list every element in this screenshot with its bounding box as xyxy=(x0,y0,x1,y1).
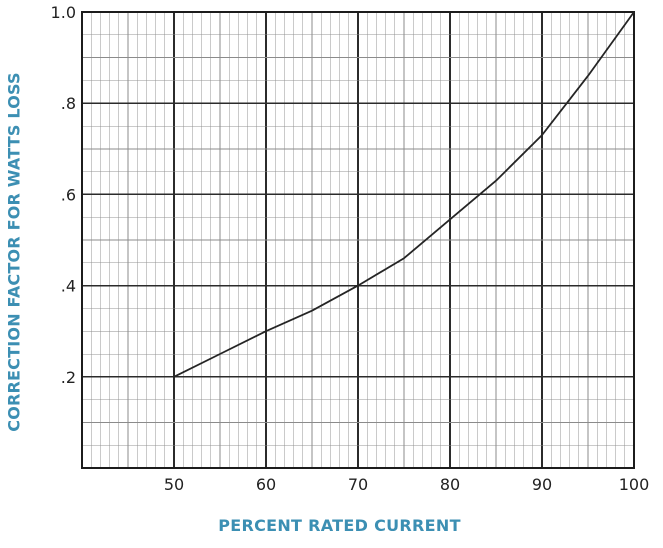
y-tick-label: .8 xyxy=(61,94,76,113)
x-tick-label: 80 xyxy=(440,475,460,494)
grid-layer xyxy=(82,12,634,468)
y-axis-label-container: CORRECTION FACTOR FOR WATTS LOSS xyxy=(2,0,26,544)
x-tick-label: 70 xyxy=(348,475,368,494)
x-tick-label: 50 xyxy=(164,475,184,494)
y-tick-label: 1.0 xyxy=(51,3,76,22)
x-tick-label: 90 xyxy=(532,475,552,494)
y-tick-label: .6 xyxy=(61,185,76,204)
y-axis-label: CORRECTION FACTOR FOR WATTS LOSS xyxy=(5,72,24,431)
x-tick-label: 60 xyxy=(256,475,276,494)
y-tick-label: .4 xyxy=(61,277,76,296)
x-axis-label: PERCENT RATED CURRENT xyxy=(0,516,663,535)
y-tick-label: .2 xyxy=(61,368,76,387)
x-tick-label: 100 xyxy=(619,475,650,494)
tick-label-layer: 50 60 70 80 90 100 1.0 .8 .6 .4 .2 xyxy=(51,3,650,494)
